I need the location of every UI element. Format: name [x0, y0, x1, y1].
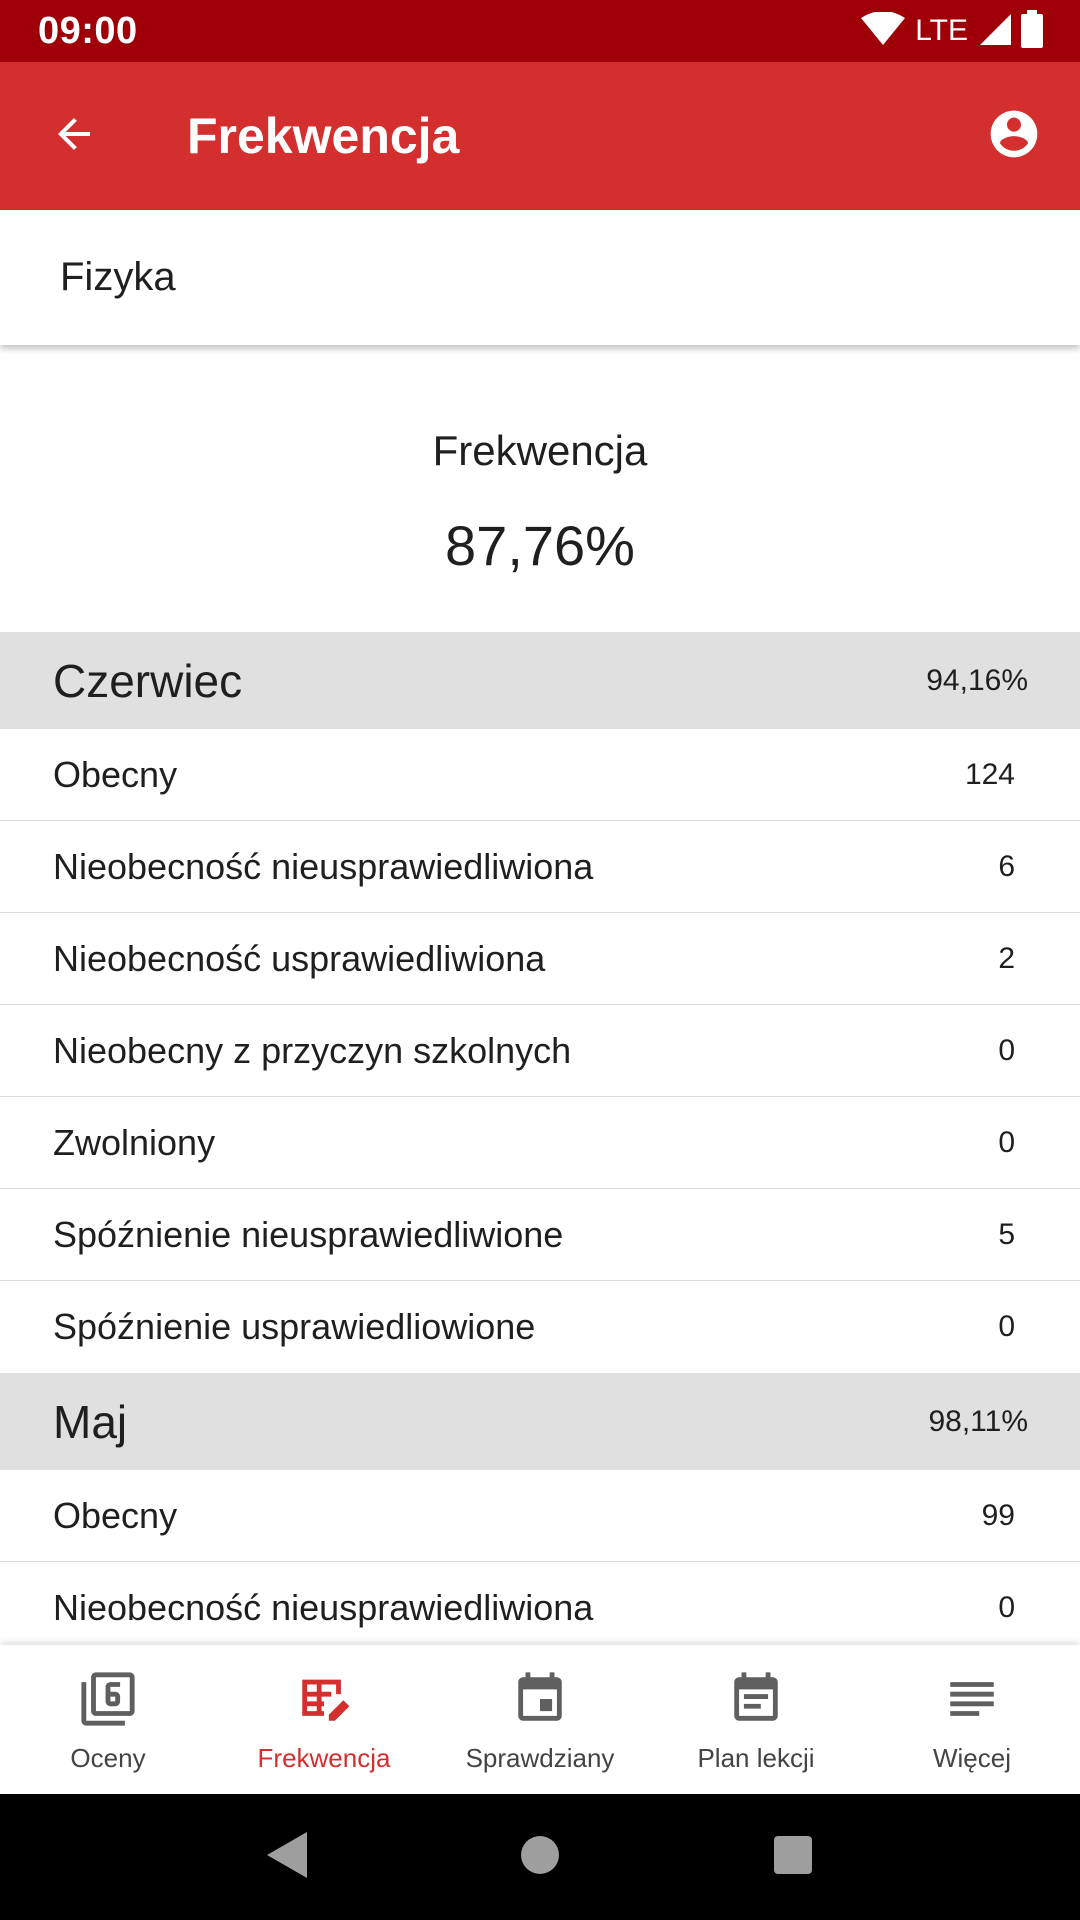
timetable-icon [726, 1669, 786, 1729]
row-value: 0 [998, 1033, 1015, 1067]
list-item[interactable]: Nieobecny z przyczyn szkolnych 0 [0, 1005, 1080, 1097]
list-item[interactable]: Spóźnienie usprawiedliowione 0 [0, 1281, 1080, 1373]
nav-item-plan-lekcji[interactable]: Plan lekcji [648, 1645, 864, 1794]
nav-label: Oceny [70, 1743, 146, 1773]
page-title: Frekwencja [187, 108, 460, 164]
attendance-list: Czerwiec 94,16% Obecny 124 Nieobecność n… [0, 632, 1080, 1654]
system-recents-button[interactable] [758, 1822, 828, 1892]
list-item[interactable]: Obecny 99 [0, 1470, 1080, 1562]
app-bar: Frekwencja [0, 62, 1080, 210]
nav-label: Plan lekcji [697, 1743, 815, 1773]
arrow-back-icon [50, 110, 98, 163]
battery-icon [1020, 9, 1044, 53]
month-name: Czerwiec [53, 654, 243, 707]
back-button[interactable] [34, 96, 114, 176]
row-value: 5 [998, 1217, 1015, 1251]
more-menu-icon [942, 1669, 1002, 1729]
row-value: 0 [998, 1590, 1015, 1624]
subject-selector[interactable]: Fizyka [0, 210, 1080, 345]
triangle-back-icon [265, 1830, 309, 1885]
row-label: Spóźnienie usprawiedliowione [53, 1306, 536, 1347]
row-label: Spóźnienie nieusprawiedliwione [53, 1213, 564, 1255]
status-icons: LTE [861, 9, 1044, 53]
nav-item-frekwencja[interactable]: Frekwencja [216, 1645, 432, 1794]
wifi-icon [861, 10, 906, 51]
nav-label: Więcej [932, 1743, 1011, 1773]
list-item[interactable]: Nieobecność nieusprawiedliwiona 6 [0, 821, 1080, 913]
row-value: 99 [981, 1498, 1015, 1532]
row-label: Obecny [53, 1494, 178, 1536]
nav-label: Frekwencja [257, 1743, 391, 1773]
list-item[interactable]: Spóźnienie nieusprawiedliwione 5 [0, 1189, 1080, 1281]
month-percent: 94,16% [926, 663, 1028, 697]
account-circle-icon [986, 106, 1042, 167]
attendance-icon [294, 1669, 354, 1729]
account-button[interactable] [974, 96, 1054, 176]
system-home-button[interactable] [505, 1822, 575, 1892]
list-item[interactable]: Zwolniony 0 [0, 1097, 1080, 1189]
nav-item-wiecej[interactable]: Więcej [864, 1645, 1080, 1794]
summary-value: 87,76% [445, 514, 635, 577]
row-label: Nieobecność nieusprawiedliwiona [53, 1586, 594, 1628]
list-item[interactable]: Obecny 124 [0, 729, 1080, 821]
square-recents-icon [773, 1835, 813, 1880]
bottom-navigation: Oceny Frekwencja Sprawdziany Plan lekcji [0, 1645, 1080, 1794]
system-back-button[interactable] [252, 1822, 322, 1892]
list-item[interactable]: Nieobecność nieusprawiedliwiona 0 [0, 1562, 1080, 1654]
row-value: 0 [998, 1125, 1015, 1159]
row-label: Obecny [53, 753, 178, 795]
circle-home-icon [520, 1835, 560, 1880]
nav-item-sprawdziany[interactable]: Sprawdziany [432, 1645, 648, 1794]
nav-label: Sprawdziany [465, 1743, 615, 1773]
signal-icon [978, 12, 1012, 51]
status-bar: 09:00 LTE [0, 0, 1080, 62]
list-item[interactable]: Nieobecność usprawiedliwiona 2 [0, 913, 1080, 1005]
row-value: 2 [998, 941, 1015, 975]
system-navigation-bar [0, 1794, 1080, 1920]
grades-icon [78, 1669, 138, 1729]
month-header[interactable]: Czerwiec 94,16% [0, 632, 1080, 729]
network-type: LTE [915, 14, 968, 47]
month-header[interactable]: Maj 98,11% [0, 1373, 1080, 1470]
subject-name: Fizyka [60, 255, 176, 299]
row-value: 124 [964, 757, 1015, 791]
row-value: 6 [998, 849, 1015, 883]
row-label: Nieobecność nieusprawiedliwiona [53, 845, 594, 887]
row-value: 0 [998, 1310, 1015, 1343]
nav-item-oceny[interactable]: Oceny [0, 1645, 216, 1794]
summary-label: Frekwencja [432, 427, 648, 474]
attendance-summary: Frekwencja 87,76% [0, 345, 1080, 632]
month-name: Maj [53, 1395, 128, 1448]
status-time: 09:00 [38, 9, 138, 52]
row-label: Nieobecny z przyczyn szkolnych [53, 1029, 572, 1071]
row-label: Nieobecność usprawiedliwiona [53, 937, 546, 979]
calendar-event-icon [510, 1669, 570, 1729]
month-percent: 98,11% [928, 1404, 1028, 1438]
row-label: Zwolniony [53, 1121, 216, 1163]
